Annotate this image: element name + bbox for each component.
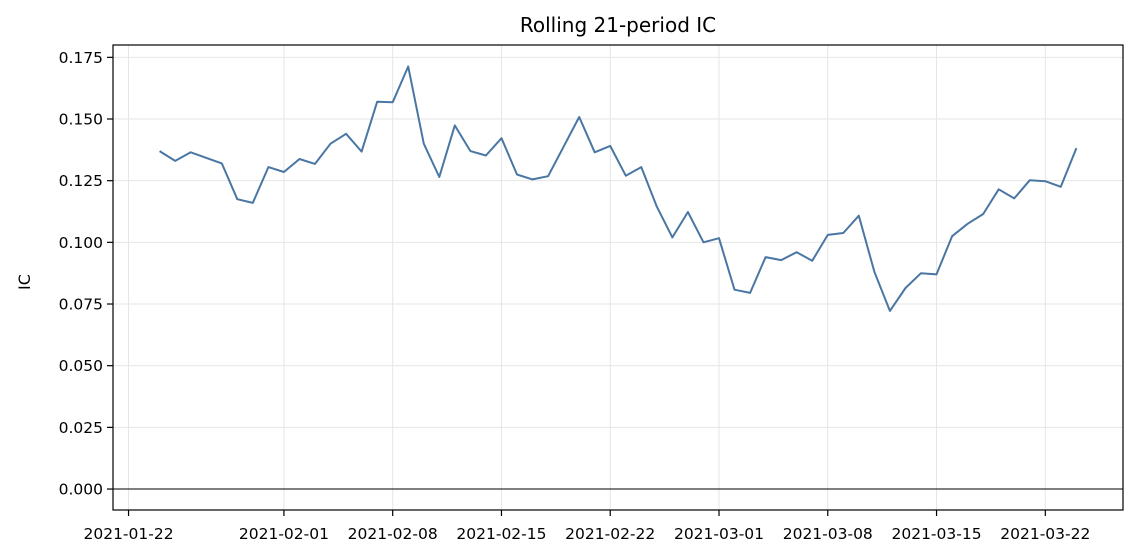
y-tick-label: 0.175 [59,49,103,67]
y-axis-label: IC [15,274,34,290]
x-tick-label: 2021-03-01 [674,525,764,543]
y-axis-ticks: 0.000 0.025 0.050 0.075 0.100 0.125 0.150 0.175 [59,49,113,499]
x-tick-label: 2021-01-22 [83,525,173,543]
y-tick-label: 0.100 [59,234,103,252]
y-tick-label: 0.125 [59,172,103,190]
rolling-ic-series-line [159,65,1078,312]
x-tick-label: 2021-03-08 [783,525,873,543]
y-tick-label: 0.075 [59,296,103,314]
x-tick-label: 2021-03-15 [891,525,981,543]
x-tick-label: 2021-02-22 [565,525,655,543]
x-tick-label: 2021-03-22 [1000,525,1090,543]
x-tick-label: 2021-02-15 [456,525,546,543]
y-tick-label: 0.050 [59,357,103,375]
y-tick-label: 0.150 [59,111,103,129]
y-tick-label: 0.025 [59,419,103,437]
x-axis-ticks: 2021-01-22 2021-02-01 2021-02-08 2021-02-15… [83,510,1090,543]
y-tick-label: 0.000 [59,481,103,499]
chart-title: Rolling 21-period IC [520,13,716,37]
x-tick-label: 2021-02-08 [348,525,438,543]
grid-lines [113,45,1123,510]
plot-frame [112,44,1124,511]
x-tick-label: 2021-02-01 [239,525,329,543]
